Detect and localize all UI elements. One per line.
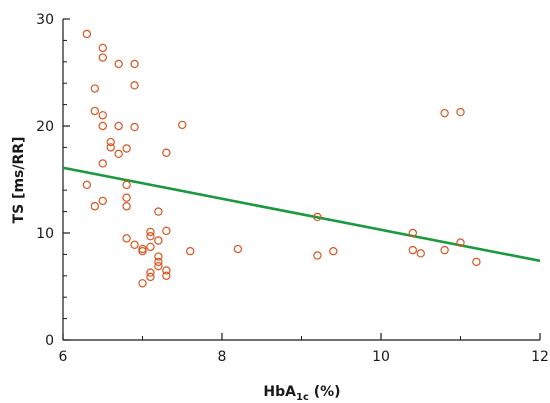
x-axis-label-suffix: (%): [309, 384, 341, 400]
regression-line: [62, 166, 541, 263]
data-point: [122, 234, 131, 243]
data-point: [114, 121, 123, 131]
data-point: [98, 53, 107, 62]
data-point: [154, 261, 163, 271]
data-point: [82, 29, 92, 39]
data-point: [122, 193, 131, 202]
data-point: [98, 111, 107, 120]
data-point: [416, 249, 425, 258]
data-point: [146, 242, 155, 252]
x-axis-label: HbA1c (%): [263, 384, 340, 403]
y-tick-label: 0: [45, 333, 54, 349]
trendline-layer: [62, 166, 541, 263]
y-axis-label: TS [ms/RR]: [11, 137, 27, 224]
data-point: [440, 245, 449, 255]
x-tick-label: 6: [59, 349, 68, 365]
x-axis-label-subscript: 1c: [296, 392, 309, 403]
data-point: [106, 143, 115, 152]
data-point: [130, 59, 139, 69]
data-point: [122, 180, 131, 190]
data-point: [114, 59, 123, 69]
data-point: [138, 279, 147, 288]
data-point: [408, 245, 417, 255]
data-point: [146, 272, 155, 282]
data-point: [98, 196, 107, 206]
data-point: [130, 240, 139, 249]
data-point: [130, 122, 139, 132]
data-point: [408, 228, 417, 238]
data-point: [154, 236, 163, 245]
y-tick-label: 20: [36, 119, 54, 135]
data-point: [154, 207, 163, 216]
data-point: [114, 149, 123, 159]
data-point: [90, 84, 100, 93]
y-tick-label: 10: [36, 226, 54, 242]
data-point: [185, 246, 195, 256]
data-point: [313, 212, 322, 222]
data-point: [178, 120, 187, 130]
data-point: [146, 232, 155, 241]
data-point: [146, 227, 155, 237]
y-tick-label: 30: [36, 12, 54, 28]
data-point: [90, 202, 100, 211]
data-point: [329, 246, 338, 256]
data-point: [146, 268, 155, 277]
data-point: [313, 251, 322, 260]
data-point: [440, 108, 449, 118]
axis-tick-labels: 6 8 10 12 0 10 20 30: [36, 12, 549, 365]
data-point: [456, 238, 465, 247]
data-point: [90, 106, 100, 116]
x-tick-label: 12: [531, 349, 549, 365]
data-point: [472, 257, 481, 267]
data-point: [98, 121, 107, 131]
x-tick-label: 8: [218, 349, 227, 365]
data-point: [154, 257, 163, 267]
data-point: [456, 107, 465, 117]
data-points-layer: [82, 29, 481, 288]
data-point: [138, 246, 147, 256]
data-point: [130, 81, 139, 90]
x-axis-label-main: HbA: [263, 384, 296, 400]
data-point: [122, 144, 131, 153]
data-point: [106, 137, 115, 147]
data-point: [233, 244, 243, 254]
data-point: [122, 202, 131, 211]
data-point: [98, 159, 107, 168]
data-point: [82, 180, 92, 190]
x-tick-label: 10: [372, 349, 390, 365]
data-point: [162, 226, 171, 236]
data-point: [162, 271, 171, 280]
axis-ticks: [62, 18, 541, 341]
data-point: [98, 43, 107, 53]
data-point: [162, 266, 171, 275]
data-point: [154, 252, 163, 261]
data-point: [162, 148, 171, 157]
